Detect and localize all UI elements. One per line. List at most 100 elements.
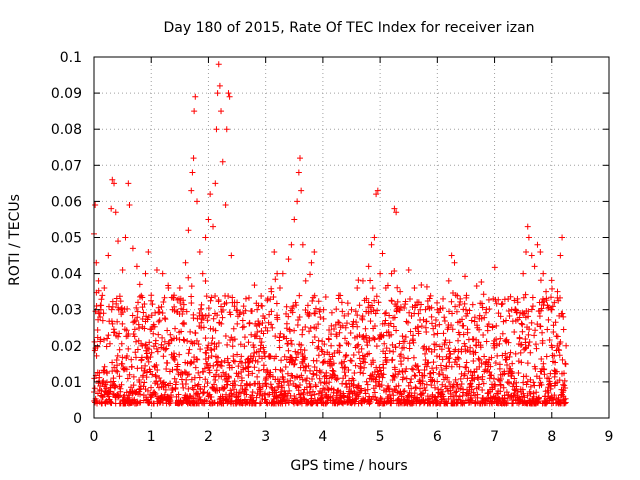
data-point (470, 358, 477, 365)
data-point (433, 353, 440, 360)
data-point (208, 294, 215, 301)
data-point (108, 318, 115, 325)
data-point (494, 352, 501, 359)
data-point (427, 292, 434, 299)
data-point (410, 366, 417, 373)
data-point (400, 388, 407, 395)
data-point (176, 351, 183, 358)
data-point (294, 374, 301, 381)
data-point (543, 288, 550, 295)
data-point (202, 278, 209, 285)
data-point (469, 301, 476, 308)
y-tick-label: 0.02 (51, 339, 82, 355)
data-point (538, 305, 545, 312)
data-point (479, 304, 486, 311)
data-point (160, 298, 167, 305)
data-point (291, 392, 298, 399)
data-point (438, 367, 445, 374)
data-point (238, 377, 245, 384)
data-point (350, 351, 357, 358)
data-point (92, 202, 99, 209)
data-point (444, 374, 451, 381)
data-point (423, 283, 430, 290)
data-point (313, 325, 320, 332)
data-point (152, 390, 159, 397)
data-point (474, 391, 481, 398)
data-point (194, 356, 201, 363)
data-point (455, 337, 462, 344)
data-point (146, 339, 153, 346)
data-point (369, 285, 376, 292)
data-point (148, 384, 155, 391)
data-point (262, 324, 269, 331)
data-point (114, 362, 121, 369)
data-point (209, 335, 216, 342)
data-point (337, 342, 344, 349)
data-point (549, 285, 556, 292)
data-point (409, 304, 416, 311)
data-point (520, 390, 527, 397)
data-point (231, 358, 238, 365)
data-point (207, 297, 214, 304)
data-point (226, 374, 233, 381)
y-tick-label: 0.04 (51, 267, 82, 283)
data-point (407, 379, 414, 386)
data-point (171, 357, 178, 364)
data-point (537, 277, 544, 284)
data-point (256, 400, 263, 407)
data-point (467, 344, 474, 351)
data-point (463, 359, 470, 366)
data-point (437, 362, 444, 369)
data-point (245, 359, 252, 366)
data-point (208, 347, 215, 354)
data-point (441, 341, 448, 348)
data-point (457, 298, 464, 305)
data-point (158, 341, 165, 348)
data-point (536, 375, 543, 382)
data-point (237, 309, 244, 316)
data-point (401, 305, 408, 312)
data-point (283, 303, 290, 310)
data-point (529, 303, 536, 310)
data-point (223, 126, 230, 133)
data-point (304, 302, 311, 309)
data-point (311, 391, 318, 398)
data-point (446, 378, 453, 385)
data-point (298, 341, 305, 348)
x-tick-label: 0 (90, 429, 99, 445)
data-point (358, 345, 365, 352)
data-point (439, 381, 446, 388)
y-axis-label: ROTI / TECUs (7, 194, 23, 286)
data-point (306, 311, 313, 318)
data-point (156, 309, 163, 316)
data-point (407, 328, 414, 335)
data-point (108, 306, 115, 313)
data-point (361, 364, 368, 371)
data-point (543, 353, 550, 360)
data-point (103, 343, 110, 350)
data-point (126, 394, 133, 401)
data-point (373, 191, 380, 198)
data-point (528, 306, 535, 313)
data-point (531, 332, 538, 339)
data-point (509, 360, 516, 367)
data-point (524, 392, 531, 399)
data-point (512, 387, 519, 394)
data-point (460, 322, 467, 329)
data-point (245, 294, 252, 301)
data-point (543, 297, 550, 304)
data-point (268, 384, 275, 391)
data-point (240, 303, 247, 310)
data-point (296, 292, 303, 299)
data-point (331, 350, 338, 357)
data-point (406, 345, 413, 352)
data-point (190, 386, 197, 393)
data-point (152, 373, 159, 380)
x-axis-label: GPS time / hours (290, 458, 407, 474)
data-point (208, 340, 215, 347)
data-point (556, 347, 563, 354)
data-point (450, 384, 457, 391)
data-point (493, 300, 500, 307)
data-point (434, 306, 441, 313)
data-point (279, 270, 286, 277)
